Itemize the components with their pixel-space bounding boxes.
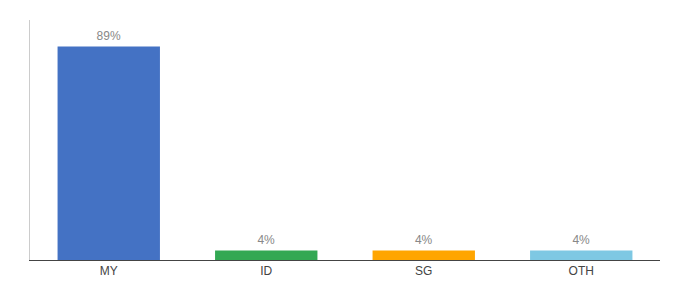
svg-text:MY: MY [100,264,118,278]
svg-text:4%: 4% [257,233,275,247]
svg-text:4%: 4% [415,233,433,247]
svg-text:89%: 89% [97,29,121,43]
svg-text:ID: ID [260,264,272,278]
svg-text:SG: SG [415,264,432,278]
svg-text:4%: 4% [572,233,590,247]
svg-text:OTH: OTH [569,264,594,278]
